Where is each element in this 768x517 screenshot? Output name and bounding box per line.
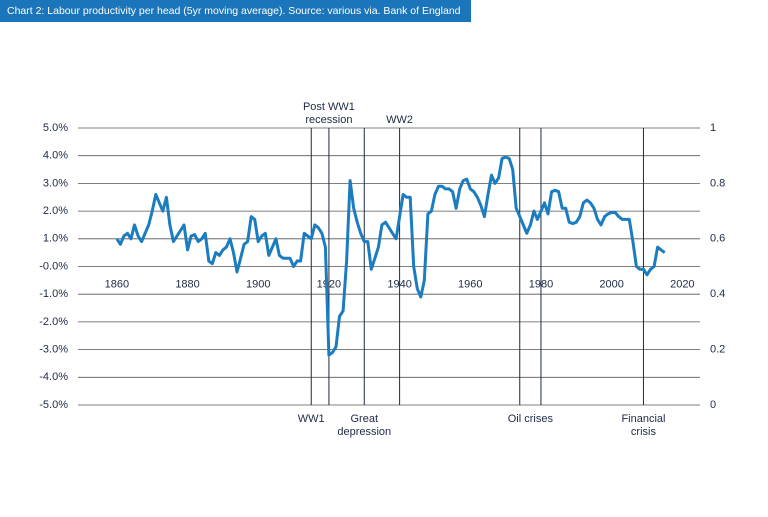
annotation: Financial [621, 413, 665, 425]
x-tick-label: 1960 [458, 278, 482, 290]
y-tick-label: 5.0% [43, 122, 68, 134]
x-tick-label: 2020 [670, 278, 694, 290]
y-tick-label: -0.0% [39, 260, 68, 272]
annotation: recession [305, 114, 352, 126]
y-tick-label: 3.0% [43, 177, 68, 189]
y-tick-label: -1.0% [39, 288, 68, 300]
y2-tick-label: 0.2 [710, 344, 725, 356]
annotation: WW1 [298, 413, 325, 425]
y-tick-label: -3.0% [39, 344, 68, 356]
x-tick-label: 1880 [175, 278, 199, 290]
y2-tick-label: 0 [710, 399, 716, 411]
y2-tick-label: 0.6 [710, 233, 725, 245]
x-tick-label: 1900 [246, 278, 270, 290]
x-tick-label: 1860 [105, 278, 129, 290]
y2-tick-label: 0.4 [710, 288, 725, 300]
y2-tick-label: 0.8 [710, 177, 725, 189]
y-tick-label: 2.0% [43, 205, 68, 217]
annotation: crisis [631, 426, 657, 438]
annotation: Great [351, 413, 379, 425]
x-tick-label: 2000 [599, 278, 623, 290]
y2-tick-label: 1 [710, 122, 716, 134]
y-tick-label: 1.0% [43, 233, 68, 245]
y-tick-label: 4.0% [43, 150, 68, 162]
y-tick-label: -4.0% [39, 371, 68, 383]
chart-title: Chart 2: Labour productivity per head (5… [0, 0, 471, 22]
annotation: WW2 [386, 114, 413, 126]
data-line [115, 155, 666, 357]
y-tick-label: -2.0% [39, 316, 68, 328]
y-tick-label: -5.0% [39, 399, 68, 411]
annotation: Oil crises [508, 413, 554, 425]
annotation: depression [337, 426, 391, 438]
annotation: Post WW1 [303, 101, 355, 113]
